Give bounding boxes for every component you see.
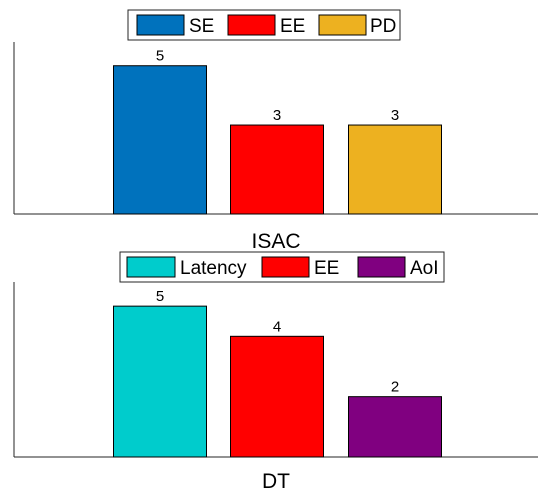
data-label-ee: 3 — [273, 107, 281, 124]
data-label-latency: 5 — [156, 288, 164, 305]
data-label-se: 5 — [156, 48, 164, 65]
legend-swatch-aoi — [357, 256, 406, 278]
legend-label-se: SE — [189, 16, 214, 37]
legend-swatch-ee — [261, 256, 310, 278]
legend-swatch-ee — [227, 14, 276, 36]
legend: SE EE PD — [127, 9, 401, 41]
chart-panel-dt: 5 4 2 DT Latency EE AoI — [13, 251, 538, 493]
x-axis-title: DT — [262, 470, 290, 493]
bar-aoi — [348, 396, 442, 458]
data-label-aoi: 2 — [391, 379, 399, 396]
legend-label-latency: Latency — [180, 258, 247, 279]
bar-ee — [230, 335, 324, 458]
legend: Latency EE AoI — [119, 251, 445, 283]
bar-pd — [348, 124, 442, 215]
bar-se — [113, 65, 207, 215]
legend-label-ee: EE — [314, 258, 339, 279]
legend-swatch-se — [136, 14, 185, 36]
legend-swatch-pd — [318, 14, 367, 36]
legend-label-aoi: AoI — [410, 258, 439, 279]
x-axis-title: ISAC — [251, 230, 300, 253]
bar-ee — [230, 124, 324, 215]
legend-label-ee: EE — [280, 16, 305, 37]
data-label-ee: 4 — [273, 318, 281, 335]
legend-label-pd: PD — [370, 16, 396, 37]
chart-panel-isac: 5 3 3 ISAC SE EE PD — [13, 9, 538, 253]
data-label-pd: 3 — [391, 107, 399, 124]
bar-latency — [113, 305, 207, 458]
legend-swatch-latency — [126, 256, 176, 278]
